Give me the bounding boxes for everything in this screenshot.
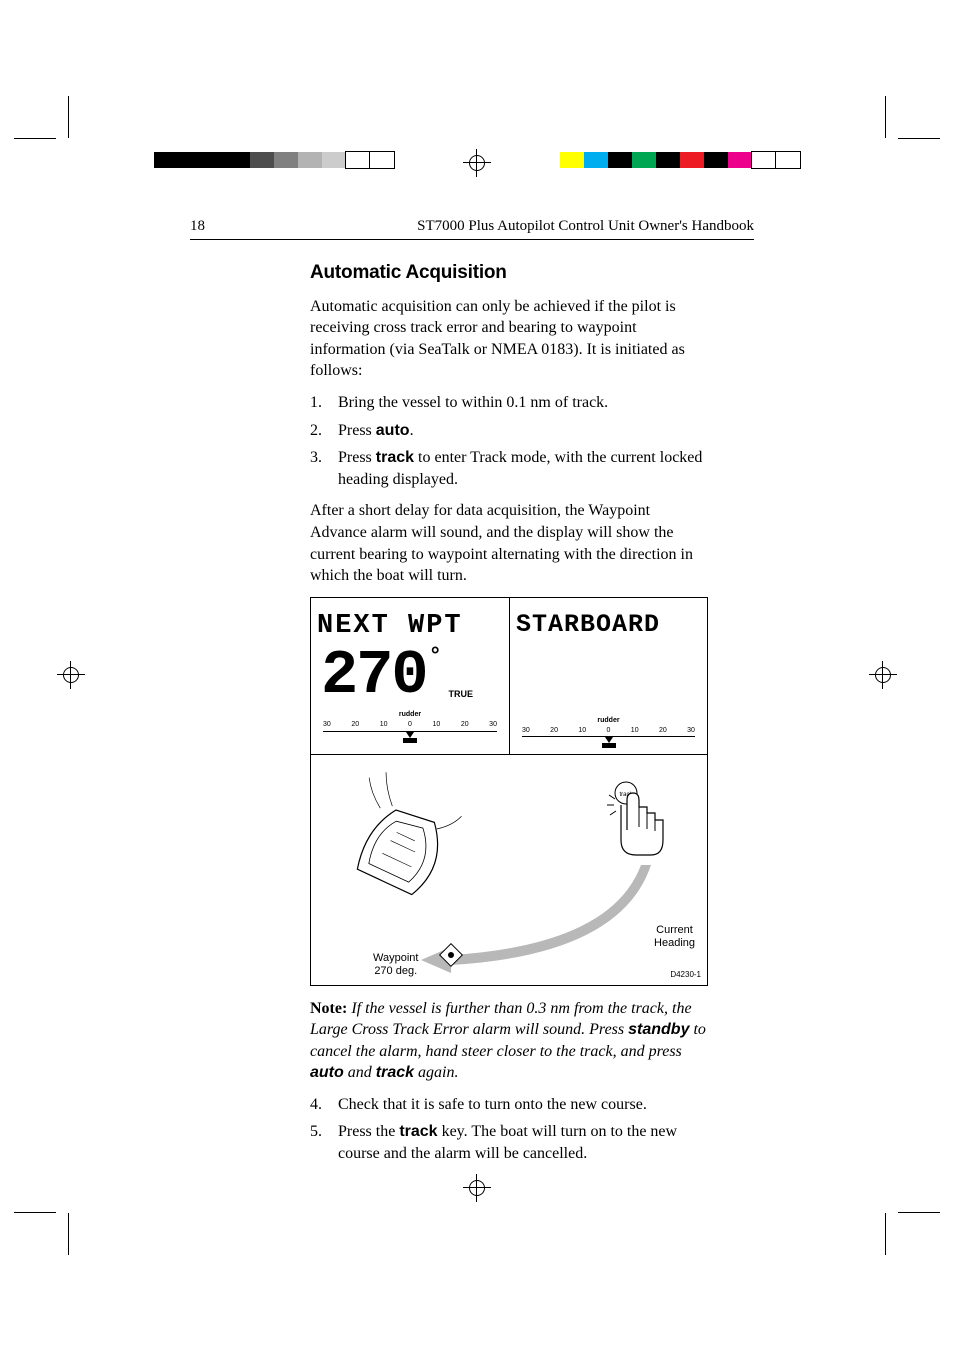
lcd-figure: NEXT WPT 270° TRUE rudder 3020100102030 … — [310, 597, 708, 986]
note-paragraph: Note: If the vessel is further than 0.3 … — [310, 998, 710, 1084]
lcd-panel-left: NEXT WPT 270° TRUE rudder 3020100102030 — [311, 598, 509, 754]
registration-mark-left — [60, 664, 82, 686]
waypoint-label: Waypoint 270 deg. — [373, 952, 418, 978]
section-title: Automatic Acquisition — [310, 260, 710, 286]
registration-mark-bottom — [466, 1177, 488, 1199]
steps-list-b: 4. Check that it is safe to turn onto th… — [310, 1094, 710, 1165]
book-title: ST7000 Plus Autopilot Control Unit Owner… — [417, 218, 754, 235]
current-heading-label: Current Heading — [654, 924, 695, 950]
boat-icon — [332, 766, 465, 899]
rudder-bar-left: rudder 3020100102030 — [317, 710, 503, 740]
intro-paragraph: Automatic acquisition can only be achiev… — [310, 296, 710, 382]
step-5: 5. Press the track key. The boat will tu… — [310, 1121, 710, 1164]
rudder-bar-right: rudder 3020100102030 — [516, 716, 701, 746]
page-header: 18 ST7000 Plus Autopilot Control Unit Ow… — [190, 218, 754, 240]
step-4: 4. Check that it is safe to turn onto th… — [310, 1094, 710, 1116]
steps-list-a: 1. Bring the vessel to within 0.1 nm of … — [310, 392, 710, 490]
colorbar-right — [560, 152, 800, 168]
step-3: 3. Press track to enter Track mode, with… — [310, 447, 710, 490]
lcd-left-text: NEXT WPT — [317, 608, 503, 644]
hand-press-icon: track — [607, 782, 663, 855]
page-content: Automatic Acquisition Automatic acquisit… — [310, 260, 710, 1175]
step-2: 2. Press auto. — [310, 420, 710, 442]
lcd-panel-right: STARBOARD rudder 3020100102030 — [509, 598, 707, 754]
step-1: 1. Bring the vessel to within 0.1 nm of … — [310, 392, 710, 414]
figure-diagram: track Waypoint 270 deg. Current Heading … — [311, 755, 707, 985]
lcd-heading-value: 270° TRUE — [317, 644, 503, 704]
page-number: 18 — [190, 218, 205, 235]
registration-mark-top — [466, 152, 488, 174]
registration-mark-right — [872, 664, 894, 686]
lcd-right-text: STARBOARD — [516, 608, 701, 642]
colorbar-left — [154, 152, 394, 168]
figure-id: D4230-1 — [670, 970, 701, 981]
after-paragraph: After a short delay for data acquisition… — [310, 500, 710, 586]
